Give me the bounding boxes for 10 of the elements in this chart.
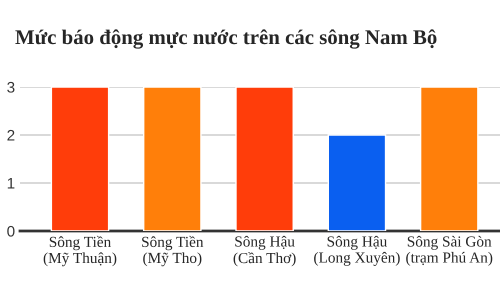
chart-title: Mức báo động mực nước trên các sông Nam Bộ — [15, 29, 436, 49]
x-tick-label: Sông Hậu (Cần Thơ) — [234, 236, 296, 266]
x-tick-label: Sông Tiền (Mỹ Tho) — [142, 236, 204, 266]
y-tick-label: 0 — [7, 226, 15, 237]
x-tick-label: Sông Hậu (Long Xuyên) — [314, 236, 400, 266]
y-tick-label: 2 — [7, 130, 14, 141]
y-tick-label: 3 — [7, 82, 14, 93]
y-tick-label: 1 — [8, 178, 14, 189]
x-tick-label: Sông Sài Gòn (trạm Phú An) — [406, 236, 492, 266]
x-tick-label: Sông Tiền (Mỹ Thuận) — [44, 236, 116, 266]
